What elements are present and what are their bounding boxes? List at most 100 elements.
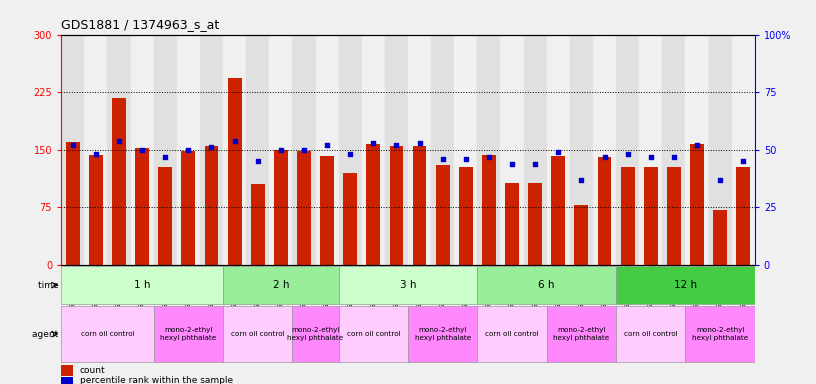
Point bbox=[113, 137, 126, 144]
Bar bbox=[408, 306, 477, 362]
Point bbox=[690, 142, 703, 148]
Bar bbox=[667, 167, 681, 265]
Point bbox=[667, 154, 681, 160]
Bar bbox=[205, 146, 219, 265]
Bar bbox=[223, 35, 246, 265]
Bar bbox=[200, 35, 223, 265]
Bar bbox=[436, 165, 450, 265]
Point bbox=[205, 144, 218, 151]
Point bbox=[297, 147, 310, 153]
Bar bbox=[552, 156, 565, 265]
Text: count: count bbox=[80, 366, 105, 375]
Bar bbox=[320, 156, 334, 265]
Bar bbox=[361, 35, 385, 265]
Bar bbox=[158, 167, 172, 265]
Text: corn oil control: corn oil control bbox=[81, 331, 135, 337]
Bar bbox=[459, 167, 472, 265]
Bar bbox=[713, 210, 727, 265]
Bar bbox=[621, 167, 635, 265]
Bar bbox=[269, 35, 292, 265]
Text: corn oil control: corn oil control bbox=[486, 331, 539, 337]
Bar bbox=[223, 266, 339, 305]
Bar bbox=[685, 306, 755, 362]
Point bbox=[66, 142, 79, 148]
Point bbox=[505, 161, 519, 167]
Bar bbox=[413, 146, 427, 265]
Bar bbox=[570, 35, 593, 265]
Bar bbox=[616, 35, 639, 265]
Point bbox=[274, 147, 287, 153]
Bar bbox=[663, 35, 685, 265]
Bar bbox=[153, 35, 177, 265]
Bar bbox=[505, 183, 519, 265]
Point bbox=[366, 140, 379, 146]
Bar bbox=[153, 306, 223, 362]
Bar bbox=[108, 35, 131, 265]
Bar bbox=[708, 35, 732, 265]
Bar bbox=[528, 183, 542, 265]
Bar bbox=[292, 35, 316, 265]
Bar bbox=[181, 151, 195, 265]
Bar bbox=[477, 306, 547, 362]
Text: corn oil control: corn oil control bbox=[347, 331, 400, 337]
Bar bbox=[408, 35, 431, 265]
Point bbox=[228, 137, 242, 144]
Bar bbox=[644, 167, 658, 265]
Point bbox=[529, 161, 542, 167]
Bar bbox=[61, 306, 153, 362]
Bar bbox=[297, 151, 311, 265]
Bar bbox=[455, 35, 477, 265]
Text: mono-2-ethyl
hexyl phthalate: mono-2-ethyl hexyl phthalate bbox=[692, 327, 748, 341]
Bar bbox=[477, 35, 500, 265]
Bar bbox=[597, 157, 611, 265]
Text: mono-2-ethyl
hexyl phthalate: mono-2-ethyl hexyl phthalate bbox=[415, 327, 471, 341]
Bar bbox=[66, 142, 80, 265]
Text: mono-2-ethyl
hexyl phthalate: mono-2-ethyl hexyl phthalate bbox=[160, 327, 216, 341]
Bar bbox=[500, 35, 524, 265]
Point bbox=[135, 147, 149, 153]
Bar bbox=[344, 173, 357, 265]
Bar bbox=[616, 266, 755, 305]
Bar bbox=[316, 35, 339, 265]
Bar bbox=[482, 155, 496, 265]
Bar bbox=[477, 266, 616, 305]
Bar bbox=[61, 377, 73, 384]
Bar bbox=[736, 167, 750, 265]
Text: 1 h: 1 h bbox=[134, 280, 150, 290]
Point bbox=[621, 151, 634, 157]
Bar bbox=[223, 306, 292, 362]
Text: 12 h: 12 h bbox=[674, 280, 697, 290]
Text: GDS1881 / 1374963_s_at: GDS1881 / 1374963_s_at bbox=[61, 18, 220, 31]
Point bbox=[482, 154, 495, 160]
Text: 2 h: 2 h bbox=[273, 280, 289, 290]
Point bbox=[89, 151, 103, 157]
Bar bbox=[61, 35, 84, 265]
Point bbox=[459, 156, 472, 162]
Point bbox=[598, 154, 611, 160]
Point bbox=[251, 158, 264, 164]
Text: 6 h: 6 h bbox=[539, 280, 555, 290]
Bar bbox=[112, 98, 126, 265]
Bar bbox=[131, 35, 153, 265]
Bar bbox=[228, 78, 242, 265]
Point bbox=[552, 149, 565, 155]
Bar bbox=[339, 35, 361, 265]
Bar bbox=[89, 155, 103, 265]
Point bbox=[390, 142, 403, 148]
Text: mono-2-ethyl
hexyl phthalate: mono-2-ethyl hexyl phthalate bbox=[553, 327, 610, 341]
Point bbox=[158, 154, 171, 160]
Text: percentile rank within the sample: percentile rank within the sample bbox=[80, 376, 233, 384]
Bar bbox=[177, 35, 200, 265]
Bar bbox=[547, 306, 616, 362]
Text: time: time bbox=[38, 281, 61, 290]
Point bbox=[737, 158, 750, 164]
Point bbox=[436, 156, 449, 162]
Text: agent: agent bbox=[32, 329, 61, 339]
Point bbox=[713, 177, 726, 183]
Bar bbox=[639, 35, 663, 265]
Bar bbox=[135, 148, 149, 265]
Bar bbox=[593, 35, 616, 265]
Bar bbox=[732, 35, 755, 265]
Bar bbox=[524, 35, 547, 265]
Bar bbox=[574, 205, 588, 265]
